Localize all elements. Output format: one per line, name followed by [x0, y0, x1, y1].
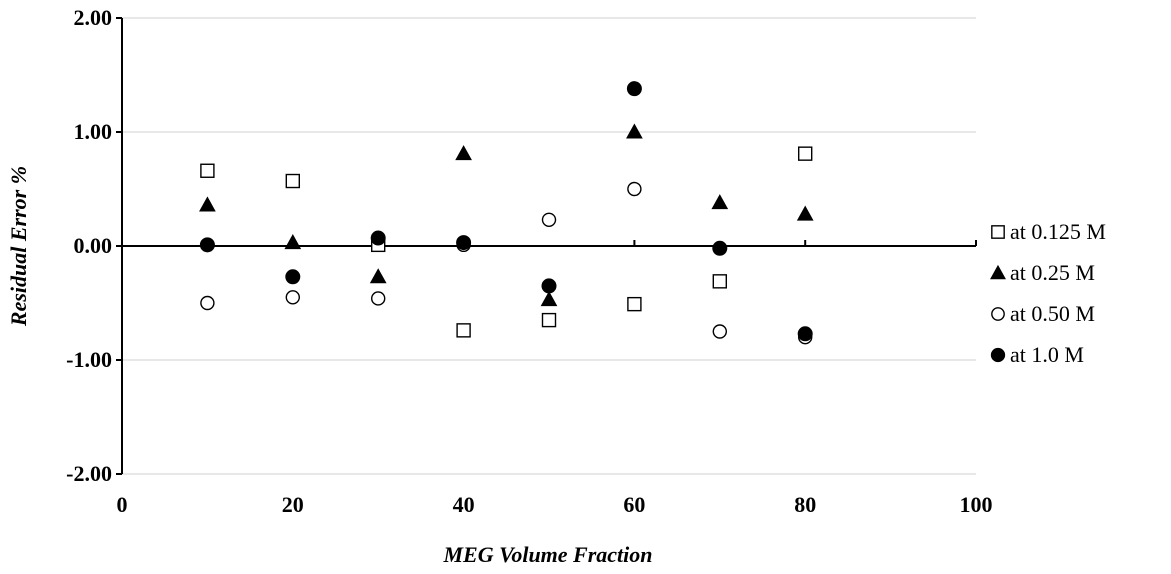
y-tick-label: 0.00 — [74, 233, 113, 258]
y-tick-label: 2.00 — [74, 5, 113, 30]
x-tick-label: 60 — [623, 492, 645, 517]
x-tick-label: 100 — [960, 492, 993, 517]
axes — [116, 17, 977, 475]
data-point — [626, 81, 642, 97]
x-tick-label: 80 — [794, 492, 816, 517]
data-point — [371, 291, 386, 306]
data-point — [370, 230, 386, 246]
x-axis-title: MEG Volume Fraction — [442, 542, 652, 567]
y-axis-title: Residual Error % — [6, 166, 31, 327]
data-point — [285, 269, 301, 285]
legend-marker — [991, 225, 1005, 239]
data-point — [626, 123, 643, 139]
data-point — [711, 194, 729, 210]
data-point — [541, 212, 557, 227]
x-tick-label: 0 — [117, 492, 128, 517]
legend-marker — [990, 347, 1006, 363]
data-point — [541, 312, 557, 328]
legend-marker — [990, 264, 1006, 280]
x-tick-label: 20 — [282, 492, 304, 517]
data-point — [200, 163, 215, 178]
data-point — [199, 196, 216, 212]
x-tick-label: 40 — [453, 492, 475, 517]
legend-label: at 1.0 M — [1010, 342, 1084, 367]
data-point — [455, 145, 472, 161]
data-point — [796, 205, 814, 221]
data-point — [456, 323, 471, 338]
y-tick-label: -1.00 — [66, 347, 112, 372]
tick-labels: 2.00 1.00 0.00 -1.00 -2.000 20 40 60 80 100 — [66, 5, 992, 517]
data-point — [627, 296, 642, 312]
data-point — [798, 146, 813, 161]
data-point — [200, 295, 215, 311]
data-point — [369, 268, 387, 284]
legend-label: at 0.50 M — [1010, 301, 1095, 326]
data-point — [540, 291, 558, 307]
legend: at 0.125 M at 0.25 M at 0.50 M at 1.0 M — [990, 219, 1106, 367]
data-point — [541, 278, 557, 294]
data-point — [199, 237, 215, 253]
data-point — [797, 326, 813, 342]
data-point — [712, 274, 727, 289]
data-point — [285, 290, 300, 305]
y-tick-label: 1.00 — [74, 119, 113, 144]
data-point — [712, 324, 727, 339]
legend-marker — [991, 307, 1005, 321]
data-points — [199, 81, 814, 345]
data-point — [627, 181, 642, 197]
data-point — [285, 173, 300, 189]
data-point — [284, 234, 302, 250]
gridlines — [122, 17, 976, 475]
legend-label: at 0.125 M — [1010, 219, 1106, 244]
data-point — [712, 240, 728, 256]
legend-label: at 0.25 M — [1010, 260, 1095, 285]
y-tick-label: -2.00 — [66, 461, 112, 486]
data-point — [456, 235, 472, 251]
